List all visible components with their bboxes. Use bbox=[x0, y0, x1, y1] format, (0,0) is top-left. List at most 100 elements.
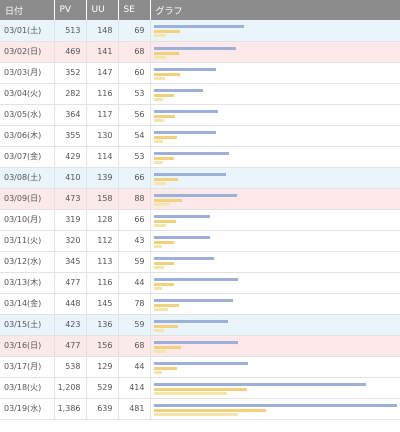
date-cell: 03/11(火) bbox=[0, 230, 55, 252]
header-graph: グラフ bbox=[150, 0, 400, 20]
graph-cell bbox=[150, 62, 400, 84]
table-row: 03/18(火) 1,208 529 414 bbox=[0, 377, 400, 399]
pv-bar bbox=[153, 46, 236, 50]
uu-cell: 128 bbox=[86, 209, 119, 231]
graph-cell bbox=[150, 188, 400, 210]
date-cell: 03/09(日) bbox=[0, 188, 55, 210]
se-cell: 56 bbox=[118, 104, 151, 126]
se-cell: 66 bbox=[118, 209, 151, 231]
pv-cell: 320 bbox=[54, 230, 87, 252]
table-row: 03/19(水) 1,386 639 481 bbox=[0, 398, 400, 420]
se-bar bbox=[153, 349, 166, 353]
header-date: 日付 bbox=[0, 0, 55, 20]
pv-cell: 513 bbox=[54, 20, 87, 42]
se-cell: 59 bbox=[118, 251, 151, 273]
table-row: 03/15(土) 423 136 59 bbox=[0, 314, 400, 336]
se-bar bbox=[153, 34, 166, 38]
header-se: SE bbox=[118, 0, 151, 20]
pv-bar bbox=[153, 319, 228, 323]
se-bar bbox=[153, 139, 163, 143]
graph-cell bbox=[150, 398, 400, 420]
uu-cell: 139 bbox=[86, 167, 119, 189]
pv-cell: 423 bbox=[54, 314, 87, 336]
uu-bar bbox=[153, 366, 177, 370]
table-row: 03/01(土) 513 148 69 bbox=[0, 20, 400, 42]
date-cell: 03/18(火) bbox=[0, 377, 55, 399]
se-bar bbox=[153, 160, 163, 164]
header-uu: UU bbox=[86, 0, 119, 20]
pv-cell: 538 bbox=[54, 356, 87, 378]
se-cell: 69 bbox=[118, 20, 151, 42]
table-row: 03/06(木) 355 130 54 bbox=[0, 125, 400, 147]
table-row: 03/17(月) 538 129 44 bbox=[0, 356, 400, 378]
se-bar bbox=[153, 181, 166, 185]
se-bar bbox=[153, 97, 163, 101]
pv-bar bbox=[153, 130, 216, 134]
uu-cell: 112 bbox=[86, 230, 119, 252]
uu-cell: 116 bbox=[86, 83, 119, 105]
pv-bar bbox=[153, 382, 366, 386]
graph-cell bbox=[150, 230, 400, 252]
pv-cell: 429 bbox=[54, 146, 87, 168]
pv-bar bbox=[153, 214, 210, 218]
uu-cell: 130 bbox=[86, 125, 119, 147]
date-cell: 03/16(日) bbox=[0, 335, 55, 357]
table-row: 03/14(金) 448 145 78 bbox=[0, 293, 400, 315]
uu-bar bbox=[153, 72, 180, 76]
pv-cell: 282 bbox=[54, 83, 87, 105]
uu-cell: 117 bbox=[86, 104, 119, 126]
uu-bar bbox=[153, 303, 179, 307]
access-stats-table: 日付 PV UU SE グラフ 03/01(土) 513 148 69 03/02(日)… bbox=[0, 0, 400, 420]
pv-bar bbox=[153, 340, 238, 344]
graph-cell bbox=[150, 209, 400, 231]
pv-bar bbox=[153, 403, 397, 407]
uu-bar bbox=[153, 30, 180, 34]
pv-cell: 473 bbox=[54, 188, 87, 210]
pv-bar bbox=[153, 256, 214, 260]
table-row: 03/12(水) 345 113 59 bbox=[0, 251, 400, 273]
pv-bar bbox=[153, 25, 244, 29]
se-bar bbox=[153, 286, 162, 290]
uu-cell: 147 bbox=[86, 62, 119, 84]
uu-cell: 136 bbox=[86, 314, 119, 336]
se-cell: 414 bbox=[118, 377, 151, 399]
date-cell: 03/15(土) bbox=[0, 314, 55, 336]
date-cell: 03/07(金) bbox=[0, 146, 55, 168]
se-bar bbox=[153, 412, 238, 416]
table-row: 03/09(日) 473 158 88 bbox=[0, 188, 400, 210]
uu-cell: 158 bbox=[86, 188, 119, 210]
pv-cell: 410 bbox=[54, 167, 87, 189]
se-cell: 78 bbox=[118, 293, 151, 315]
uu-cell: 639 bbox=[86, 398, 119, 420]
pv-cell: 469 bbox=[54, 41, 87, 63]
graph-cell bbox=[150, 125, 400, 147]
uu-bar bbox=[153, 135, 177, 139]
graph-cell bbox=[150, 104, 400, 126]
se-cell: 53 bbox=[118, 83, 151, 105]
table-row: 03/07(金) 429 114 53 bbox=[0, 146, 400, 168]
graph-cell bbox=[150, 314, 400, 336]
uu-bar bbox=[153, 198, 182, 202]
se-cell: 68 bbox=[118, 335, 151, 357]
graph-cell bbox=[150, 41, 400, 63]
se-bar bbox=[153, 118, 164, 122]
se-bar bbox=[153, 223, 166, 227]
pv-cell: 352 bbox=[54, 62, 87, 84]
date-cell: 03/17(月) bbox=[0, 356, 55, 378]
date-cell: 03/05(水) bbox=[0, 104, 55, 126]
uu-bar bbox=[153, 93, 174, 97]
pv-bar bbox=[153, 193, 237, 197]
se-cell: 66 bbox=[118, 167, 151, 189]
uu-cell: 156 bbox=[86, 335, 119, 357]
se-bar bbox=[153, 391, 227, 395]
se-cell: 44 bbox=[118, 272, 151, 294]
uu-bar bbox=[153, 240, 174, 244]
date-cell: 03/02(日) bbox=[0, 41, 55, 63]
table-row: 03/05(水) 364 117 56 bbox=[0, 104, 400, 126]
uu-cell: 145 bbox=[86, 293, 119, 315]
date-cell: 03/10(月) bbox=[0, 209, 55, 231]
graph-cell bbox=[150, 293, 400, 315]
graph-cell bbox=[150, 377, 400, 399]
se-bar bbox=[153, 328, 164, 332]
table-row: 03/11(火) 320 112 43 bbox=[0, 230, 400, 252]
